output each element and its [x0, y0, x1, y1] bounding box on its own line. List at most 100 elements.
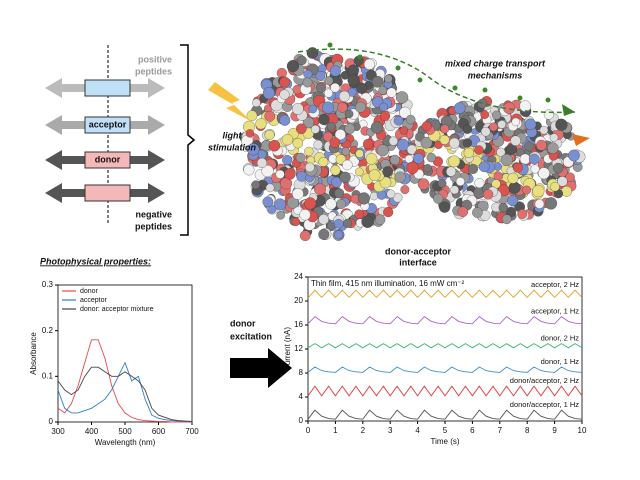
- legend-label: donor: [80, 288, 99, 295]
- atom: [394, 171, 406, 183]
- atom: [316, 82, 326, 93]
- atom: [318, 214, 329, 225]
- atom: [363, 58, 375, 70]
- atom: [286, 60, 299, 73]
- atom: [303, 69, 313, 79]
- x-tick-label: 0: [306, 426, 311, 435]
- charge-dot: [452, 85, 458, 91]
- atom: [532, 185, 545, 198]
- acceptor-label: acceptor: [89, 119, 127, 129]
- atom: [480, 126, 491, 137]
- atom: [374, 214, 386, 225]
- atom: [262, 87, 275, 100]
- atom: [325, 198, 337, 210]
- atom: [417, 178, 430, 190]
- atom: [264, 110, 276, 122]
- interface-label: donor-acceptor: [385, 246, 452, 256]
- transport-path: [297, 48, 576, 114]
- atom: [315, 70, 326, 81]
- atom: [423, 164, 432, 173]
- atom: [339, 171, 351, 183]
- atom: [324, 88, 333, 98]
- atom: [561, 185, 572, 197]
- atom: [281, 133, 294, 146]
- y-tick-label: 12: [294, 344, 303, 353]
- series-line: [307, 409, 583, 420]
- atom: [318, 228, 330, 240]
- atom: [302, 77, 313, 88]
- atom: [343, 218, 353, 228]
- atom: [347, 64, 359, 76]
- bracket: [180, 44, 196, 236]
- atom: [382, 166, 393, 177]
- atom: [450, 185, 460, 195]
- atom: [296, 170, 308, 182]
- molecule-render: [239, 42, 590, 242]
- atom: [552, 162, 564, 174]
- atom: [462, 138, 473, 148]
- x-tick-label: 8: [525, 426, 530, 435]
- atom: [399, 126, 409, 135]
- atom: [329, 137, 341, 148]
- atom: [256, 157, 268, 168]
- atom: [557, 176, 568, 187]
- atom: [334, 230, 343, 240]
- atom: [543, 109, 554, 120]
- atom: [376, 144, 389, 157]
- y-axis-label: Absorbance: [29, 332, 38, 375]
- series-line: [307, 343, 583, 349]
- atom: [284, 168, 296, 180]
- atom: [322, 101, 335, 114]
- atom: [342, 159, 353, 171]
- y-tick-label: 0: [49, 417, 54, 426]
- atom: [331, 176, 342, 188]
- atom: [496, 147, 506, 157]
- atom: [389, 154, 400, 165]
- atom: [357, 192, 370, 205]
- atom: [370, 121, 383, 134]
- atom: [354, 209, 364, 219]
- atom: [355, 167, 364, 177]
- atom: [399, 106, 411, 119]
- x-tick-label: 300: [51, 427, 65, 436]
- atom: [547, 142, 559, 154]
- y-tick-label: 8: [299, 368, 304, 377]
- atom: [406, 161, 419, 175]
- atom: [474, 145, 484, 155]
- charge-dot: [517, 95, 523, 101]
- atom: [463, 147, 474, 158]
- atom: [519, 100, 532, 112]
- atom: [265, 183, 275, 193]
- atom: [501, 214, 512, 225]
- atom: [536, 139, 547, 151]
- atom: [341, 147, 350, 156]
- atom: [344, 123, 356, 135]
- atom: [537, 167, 550, 180]
- atom: [568, 149, 580, 162]
- x-tick-label: 400: [85, 427, 99, 436]
- series-line: [57, 339, 192, 423]
- x-tick-label: 6: [470, 426, 475, 435]
- atom: [384, 74, 393, 84]
- x-tick-label: 10: [578, 426, 587, 435]
- atom: [313, 140, 323, 150]
- atom: [243, 164, 255, 176]
- y-tick-label: 20: [294, 296, 303, 305]
- atom: [446, 166, 457, 177]
- atom: [305, 162, 315, 173]
- arrowhead: [562, 104, 575, 116]
- atom: [534, 199, 545, 209]
- x-tick-label: 9: [552, 426, 557, 435]
- atom: [482, 189, 494, 200]
- charge-dot: [395, 65, 401, 71]
- atom: [336, 199, 347, 210]
- atom: [448, 137, 460, 149]
- atom: [455, 177, 465, 187]
- atom: [400, 185, 410, 195]
- series-line: [57, 361, 192, 422]
- atom: [493, 171, 503, 181]
- excitation-label: donor: [230, 318, 256, 328]
- x-tick-label: 2: [361, 426, 366, 435]
- atom: [550, 181, 560, 192]
